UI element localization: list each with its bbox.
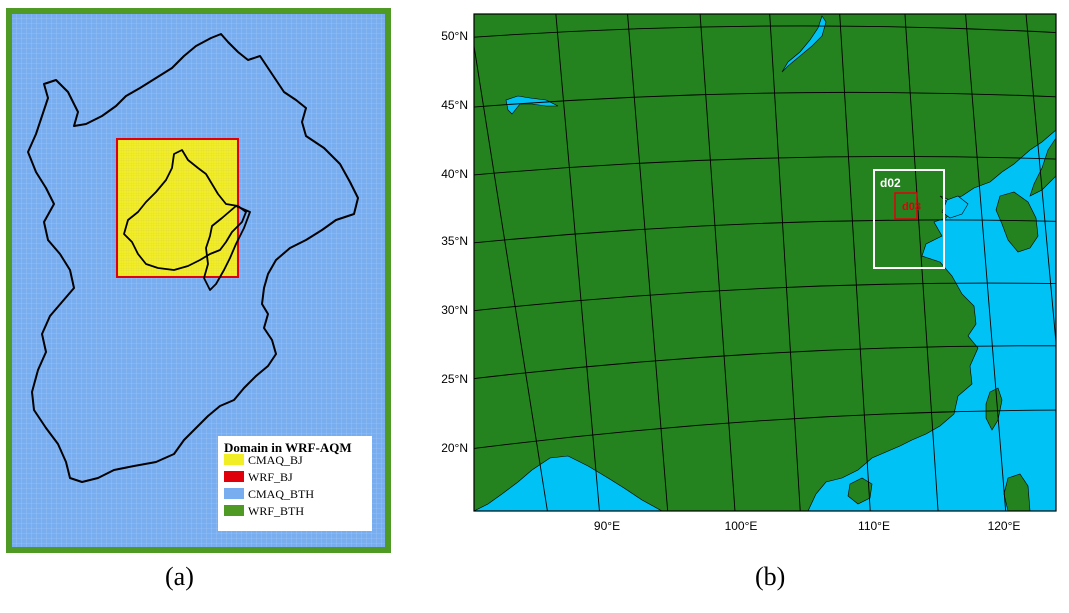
- latitude-line: [474, 345, 1056, 380]
- legend: Domain in WRF-AQM CMAQ_BJ WRF_BJ CMAQ_BTH W…: [218, 436, 372, 531]
- legend-item-label: CMAQ_BTH: [248, 487, 314, 501]
- korean-peninsula: [995, 191, 1039, 253]
- latitude-tick-label: 30°N: [441, 303, 468, 317]
- panel-a-caption: (a): [165, 562, 194, 591]
- panel-a-svg: Domain in WRF-AQM CMAQ_BJ WRF_BJ CMAQ_BTH W…: [6, 8, 391, 553]
- latitude-line: [474, 155, 1056, 176]
- tianjin-boundary: [203, 205, 251, 291]
- latitude-tick-label: 25°N: [441, 372, 468, 386]
- latitude-labels: 50°N 45°N 40°N 35°N 30°N 25°N 20°N: [441, 29, 468, 455]
- latitude-tick-label: 50°N: [441, 29, 468, 43]
- longitude-line: [1025, 14, 1056, 348]
- latitude-line: [474, 282, 1056, 312]
- latitude-tick-label: 35°N: [441, 234, 468, 248]
- beijing-boundary: [123, 149, 247, 271]
- map-frame: [473, 13, 1057, 512]
- latitude-line: [474, 91, 1056, 108]
- longitude-tick-label: 90°E: [594, 519, 620, 533]
- legend-item-label: WRF_BTH: [248, 504, 304, 518]
- panel-a-domain-map: Domain in WRF-AQM CMAQ_BJ WRF_BJ CMAQ_BTH W…: [6, 8, 391, 553]
- legend-swatch-2: [224, 488, 244, 499]
- hainan: [847, 477, 873, 505]
- legend-swatch-1: [224, 471, 244, 482]
- lake-balkhash: [505, 95, 559, 115]
- panel-b-domain-map: d02 d03 50°N 45°N 40°N 35°N 30°N 25°N 20°N 90°…: [402, 0, 1062, 560]
- bohai-sea: [941, 195, 969, 219]
- latitude-line: [474, 25, 1056, 38]
- japan: [1029, 137, 1056, 197]
- graticule: [474, 14, 1056, 511]
- longitude-line: [555, 14, 600, 511]
- legend-title: Domain in WRF-AQM: [224, 440, 352, 455]
- legend-swatch-3: [224, 505, 244, 516]
- longitude-line: [474, 43, 548, 511]
- longitude-line: [965, 14, 1007, 511]
- latitude-tick-label: 20°N: [441, 441, 468, 455]
- eurasia-landmass: [474, 14, 1056, 511]
- longitude-tick-label: 110°E: [858, 519, 890, 533]
- panel-b-caption: (b): [755, 562, 786, 591]
- panel-b-svg: d02 d03 50°N 45°N 40°N 35°N 30°N 25°N 20°N 90°…: [441, 13, 1057, 533]
- legend-item-label: WRF_BJ: [248, 470, 293, 484]
- d02-label: d02: [880, 176, 901, 190]
- cmaq-bj-domain-box: [116, 138, 239, 278]
- longitude-line: [627, 14, 669, 511]
- legend-swatch-0: [224, 454, 244, 465]
- d03-domain-box: [894, 192, 918, 220]
- legend-item-label: CMAQ_BJ: [248, 453, 303, 467]
- latitude-tick-label: 45°N: [441, 98, 468, 112]
- longitude-line: [904, 14, 939, 511]
- d03-label: d03: [902, 201, 921, 213]
- lake-baikal: [781, 15, 827, 73]
- longitude-line: [769, 14, 801, 511]
- longitude-tick-label: 120°E: [988, 519, 1021, 533]
- latitude-line: [474, 219, 1056, 244]
- latitude-tick-label: 40°N: [441, 167, 468, 181]
- d02-domain-box: [873, 169, 945, 269]
- longitude-labels: 90°E 100°E 110°E 120°E: [594, 519, 1020, 533]
- longitude-line: [839, 14, 871, 511]
- longitude-line: [699, 14, 736, 511]
- longitude-tick-label: 100°E: [725, 519, 758, 533]
- latitude-line: [474, 409, 1056, 449]
- bth-region-boundary: [27, 33, 359, 483]
